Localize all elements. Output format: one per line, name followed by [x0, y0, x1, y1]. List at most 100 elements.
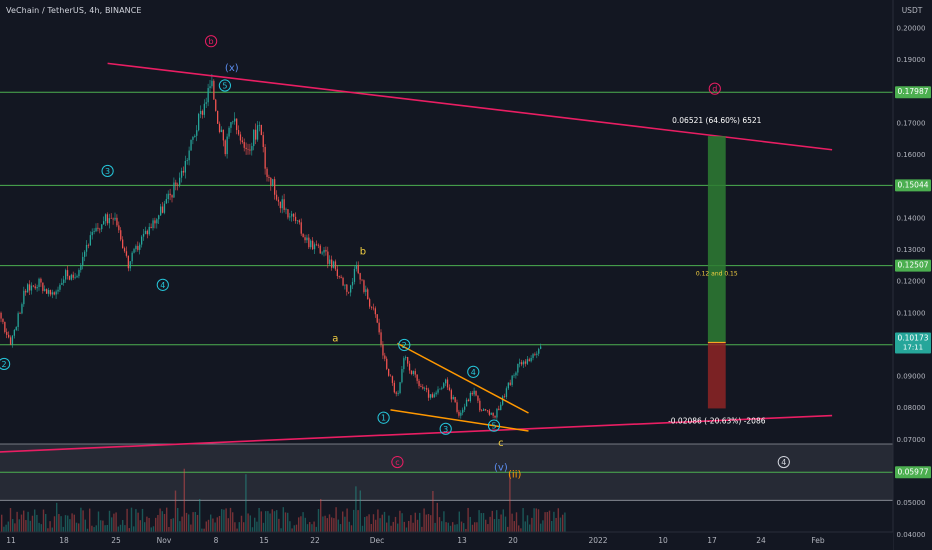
- projection-profit-label: 0.06521 (64.60%) 6521: [672, 116, 762, 125]
- candle-body: [247, 149, 249, 150]
- candle-body: [93, 231, 95, 233]
- trend-line[interactable]: [107, 62, 833, 151]
- wave-label-ring: [101, 164, 114, 178]
- candle-body: [289, 216, 291, 218]
- volume-bar: [564, 512, 566, 532]
- volume-bar: [196, 514, 199, 532]
- candle-body: [380, 332, 382, 345]
- projection-loss-box[interactable]: [707, 342, 726, 409]
- volume-bar: [372, 514, 375, 532]
- wave-label: 2: [2, 360, 7, 369]
- candle-body: [464, 406, 466, 410]
- candle-body: [348, 291, 350, 293]
- volume-bar: [199, 499, 201, 532]
- volume-bar: [256, 521, 258, 532]
- candle-body: [36, 286, 38, 289]
- volume-bar: [258, 507, 260, 532]
- candle-body: [515, 372, 517, 376]
- volume-bar: [434, 522, 436, 532]
- candle-body: [226, 136, 228, 155]
- volume-bar: [159, 508, 161, 532]
- last-price-countdown: 17:11: [903, 343, 923, 351]
- candle-body: [38, 278, 40, 287]
- candle-body: [279, 201, 281, 209]
- wedge-line[interactable]: [390, 409, 529, 432]
- volume-bar: [535, 508, 537, 532]
- time-scale-panel[interactable]: [0, 532, 893, 550]
- projection-profit-box[interactable]: [707, 136, 726, 343]
- candle-body: [76, 276, 78, 278]
- volume-bar: [84, 519, 86, 532]
- candle-body: [365, 289, 367, 292]
- candle-body: [125, 251, 128, 256]
- candle-body: [169, 193, 171, 196]
- volume-bar: [236, 528, 238, 532]
- candle-body: [234, 118, 236, 122]
- wave-label-ring: [205, 35, 218, 48]
- price-tick-label: 0.12000: [897, 278, 926, 286]
- volume-bar: [51, 527, 53, 532]
- volume-bar: [557, 508, 559, 532]
- volume-bar: [155, 517, 157, 532]
- volume-bar: [295, 524, 298, 532]
- candle-body: [55, 291, 57, 295]
- volume-bar: [108, 510, 111, 532]
- volume-bar: [137, 512, 139, 532]
- candle-body: [270, 177, 272, 186]
- candle-body: [258, 124, 261, 126]
- candle-body: [207, 88, 209, 103]
- volume-bar: [540, 523, 542, 532]
- volume-bar: [102, 520, 104, 532]
- candle-body: [201, 110, 204, 115]
- volume-bar: [421, 526, 423, 532]
- candle-body: [336, 269, 338, 277]
- candle-body: [120, 230, 122, 240]
- candle-body: [532, 354, 534, 358]
- volume-bar: [86, 528, 89, 532]
- candle-body: [509, 382, 511, 385]
- candle-body: [350, 285, 352, 293]
- volume-bar: [487, 524, 489, 532]
- volume-bar: [553, 511, 555, 532]
- candle-body: [334, 261, 337, 270]
- candle-body: [479, 400, 481, 411]
- wave-label: d: [712, 85, 717, 94]
- candle-body: [137, 245, 139, 250]
- volume-bar: [16, 511, 18, 532]
- volume-bar: [152, 526, 155, 532]
- time-tick-label: Nov: [157, 536, 172, 545]
- volume-bar: [188, 514, 190, 532]
- volume-bar: [276, 510, 278, 532]
- candle-body: [492, 412, 494, 416]
- wave-label-ring: [777, 455, 790, 469]
- trend-line[interactable]: [0, 414, 833, 456]
- candle-body: [340, 276, 342, 278]
- volume-bar: [320, 499, 322, 532]
- candle-body: [484, 409, 487, 411]
- candle-body: [97, 227, 99, 229]
- volume-bar: [452, 522, 454, 532]
- candle-body: [477, 395, 479, 401]
- candle-body: [465, 399, 468, 407]
- volume-bar: [27, 511, 29, 532]
- wave-label: c: [395, 458, 399, 467]
- candle-body: [245, 147, 247, 150]
- candle-body: [374, 308, 376, 315]
- wedge-line[interactable]: [397, 342, 529, 414]
- volume-bar: [315, 526, 317, 532]
- candle-body: [513, 375, 515, 376]
- volume-bar: [480, 513, 482, 532]
- volume-bar: [379, 518, 381, 532]
- candle-body: [355, 265, 357, 269]
- volume-bar: [474, 522, 476, 532]
- candle-body: [141, 236, 143, 245]
- price-tick-label: 0.14000: [897, 214, 926, 222]
- candle-body: [443, 383, 445, 388]
- volume-bar: [269, 513, 271, 532]
- candle-body: [420, 386, 422, 387]
- candle-body: [78, 270, 80, 277]
- volume-bar: [47, 528, 49, 532]
- candle-body: [283, 199, 285, 210]
- candle-body: [68, 276, 71, 280]
